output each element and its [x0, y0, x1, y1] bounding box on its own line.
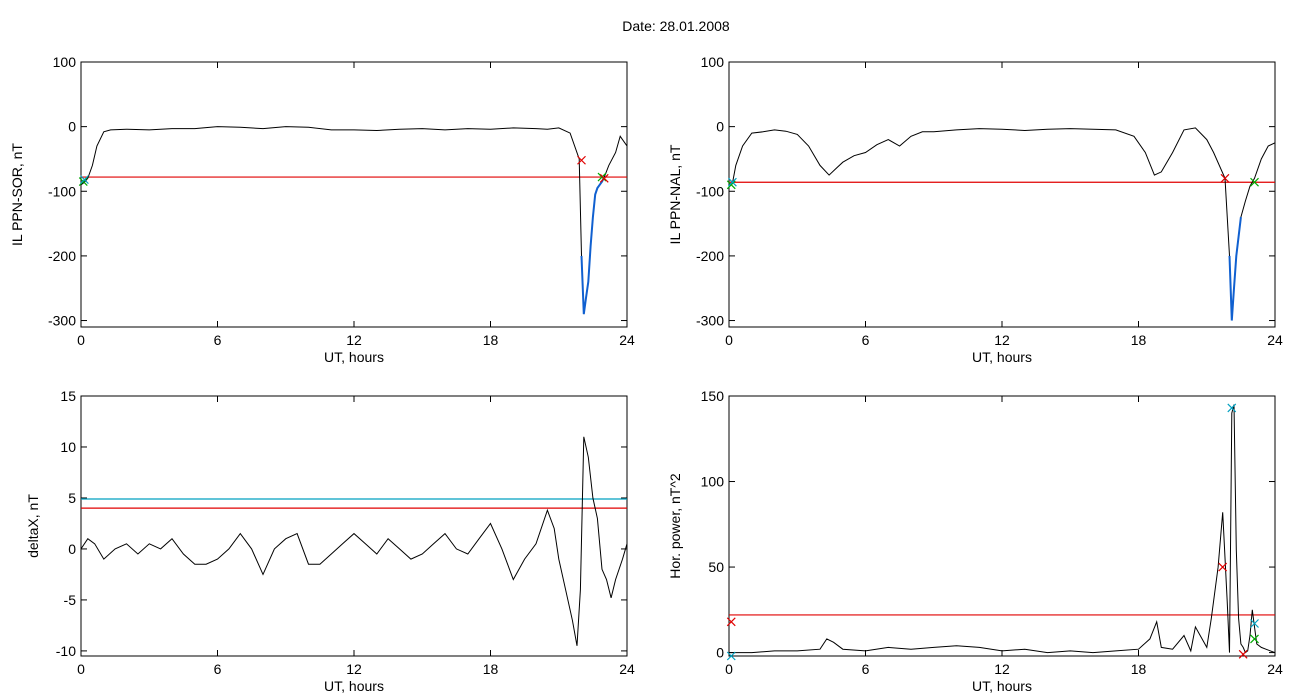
y-tick-label: -200: [696, 248, 724, 264]
y-axis-label: IL PPN-NAL, nT: [667, 144, 683, 244]
x-axis-label: UT, hours: [972, 678, 1032, 694]
chart-deltax: 0 6 12 18 24 15 10 5 0 -5 -10 UT, hours deltaX, nT: [25, 388, 635, 694]
x-tick-label: 6: [862, 332, 870, 348]
cross-marker: [1250, 177, 1259, 187]
highlight-segment: [1228, 216, 1242, 321]
y-tick-label: 50: [708, 559, 724, 575]
x-tick-label: 24: [1267, 332, 1283, 348]
cross-marker: [1250, 634, 1259, 644]
x-tick-label: 0: [77, 661, 85, 677]
cross-marker-stroke: [1220, 173, 1230, 183]
y-tick-label: -200: [48, 248, 76, 264]
x-tick-label: 12: [346, 661, 362, 677]
cross-marker: [726, 651, 736, 661]
plot-area: [729, 127, 1275, 321]
cross-marker: [1250, 619, 1259, 628]
cross-marker-stroke: [1218, 562, 1228, 572]
x-tick-label: 12: [346, 332, 362, 348]
y-tick-label: -5: [64, 592, 77, 608]
y-tick-label: 0: [68, 541, 76, 557]
plot-frame: [80, 61, 628, 328]
cross-marker: [1218, 562, 1228, 572]
x-tick-label: 0: [725, 332, 733, 348]
cross-marker-stroke: [1238, 649, 1248, 659]
cross-marker-stroke: [727, 177, 737, 187]
cross-marker: [1227, 403, 1237, 413]
x-tick-label: 18: [1131, 661, 1147, 677]
y-tick-label: 0: [68, 119, 76, 135]
cross-marker-stroke: [577, 155, 586, 165]
x-tick-label: 24: [1267, 661, 1283, 677]
plot-frame: [80, 395, 628, 657]
y-tick-label: 150: [701, 388, 725, 404]
cross-marker-stroke: [726, 180, 736, 190]
cross-marker: [599, 173, 609, 183]
y-tick-label: -10: [56, 643, 76, 659]
cross-marker: [79, 175, 89, 185]
x-tick-label: 18: [483, 661, 499, 677]
y-tick-label: -300: [696, 313, 724, 329]
series-line: [81, 126, 627, 315]
x-tick-label: 6: [862, 661, 870, 677]
cross-marker: [597, 172, 607, 182]
x-tick-label: 18: [1131, 332, 1147, 348]
x-axis-label: UT, hours: [972, 349, 1032, 365]
cross-marker: [577, 155, 586, 165]
x-tick-label: 18: [483, 332, 499, 348]
cross-marker-stroke: [1250, 177, 1259, 187]
plot-area: [729, 404, 1275, 654]
cross-marker: [1238, 649, 1248, 659]
y-axis-label: IL PPN-SOR, nT: [9, 143, 25, 246]
x-tick-label: 12: [994, 332, 1010, 348]
plot-frame: [728, 61, 1276, 328]
cross-marker: [727, 177, 737, 187]
x-tick-label: 6: [214, 332, 222, 348]
plot-area: [81, 126, 627, 315]
cross-marker-stroke: [79, 175, 89, 185]
y-tick-label: 100: [701, 474, 725, 490]
y-tick-label: 0: [716, 119, 724, 135]
y-tick-label: -100: [696, 183, 724, 199]
plot-area: [81, 436, 627, 646]
x-tick-label: 24: [619, 661, 635, 677]
x-axis-label: UT, hours: [324, 678, 384, 694]
cross-marker: [726, 180, 736, 190]
cross-marker-stroke: [599, 173, 609, 183]
y-tick-label: 5: [68, 490, 76, 506]
series-line: [729, 127, 1275, 321]
plot-frame: [728, 395, 1276, 657]
cross-marker-stroke: [597, 172, 607, 182]
y-tick-label: 10: [60, 439, 76, 455]
cross-marker-stroke: [1227, 403, 1237, 413]
y-tick-label: -300: [48, 313, 76, 329]
chart-date-title: Date: 28.01.2008: [622, 18, 730, 34]
y-tick-label: 15: [60, 388, 76, 404]
y-axis-label: Hor. power, nT^2: [667, 473, 683, 579]
cross-marker-stroke: [726, 617, 736, 627]
x-tick-label: 12: [994, 661, 1010, 677]
highlight-segment: [580, 176, 606, 315]
x-tick-label: 0: [725, 661, 733, 677]
x-tick-label: 24: [619, 332, 635, 348]
cross-marker: [1220, 173, 1230, 183]
cross-marker-stroke: [1250, 634, 1259, 644]
chart-sor: 0 6 12 18 24 100 0 -100 -200 -300 UT, hours IL PPN-…: [9, 54, 635, 365]
cross-marker: [726, 617, 736, 627]
series-line: [81, 436, 627, 646]
cross-marker-stroke: [726, 651, 736, 661]
y-axis-label: deltaX, nT: [25, 494, 41, 558]
x-tick-label: 0: [77, 332, 85, 348]
chart-power: 0 6 12 18 24 150 100 50 0 UT, hours Hor. power, nT…: [667, 388, 1283, 694]
x-axis-label: UT, hours: [324, 349, 384, 365]
y-tick-label: 100: [701, 54, 725, 70]
x-tick-label: 6: [214, 661, 222, 677]
y-tick-label: -100: [48, 183, 76, 199]
cross-marker-stroke: [1250, 619, 1259, 628]
y-tick-label: 0: [716, 645, 724, 661]
chart-nal: 0 6 12 18 24 100 0 -100 -200 -300 UT, hours IL PPN-…: [667, 54, 1283, 365]
y-tick-label: 100: [53, 54, 77, 70]
